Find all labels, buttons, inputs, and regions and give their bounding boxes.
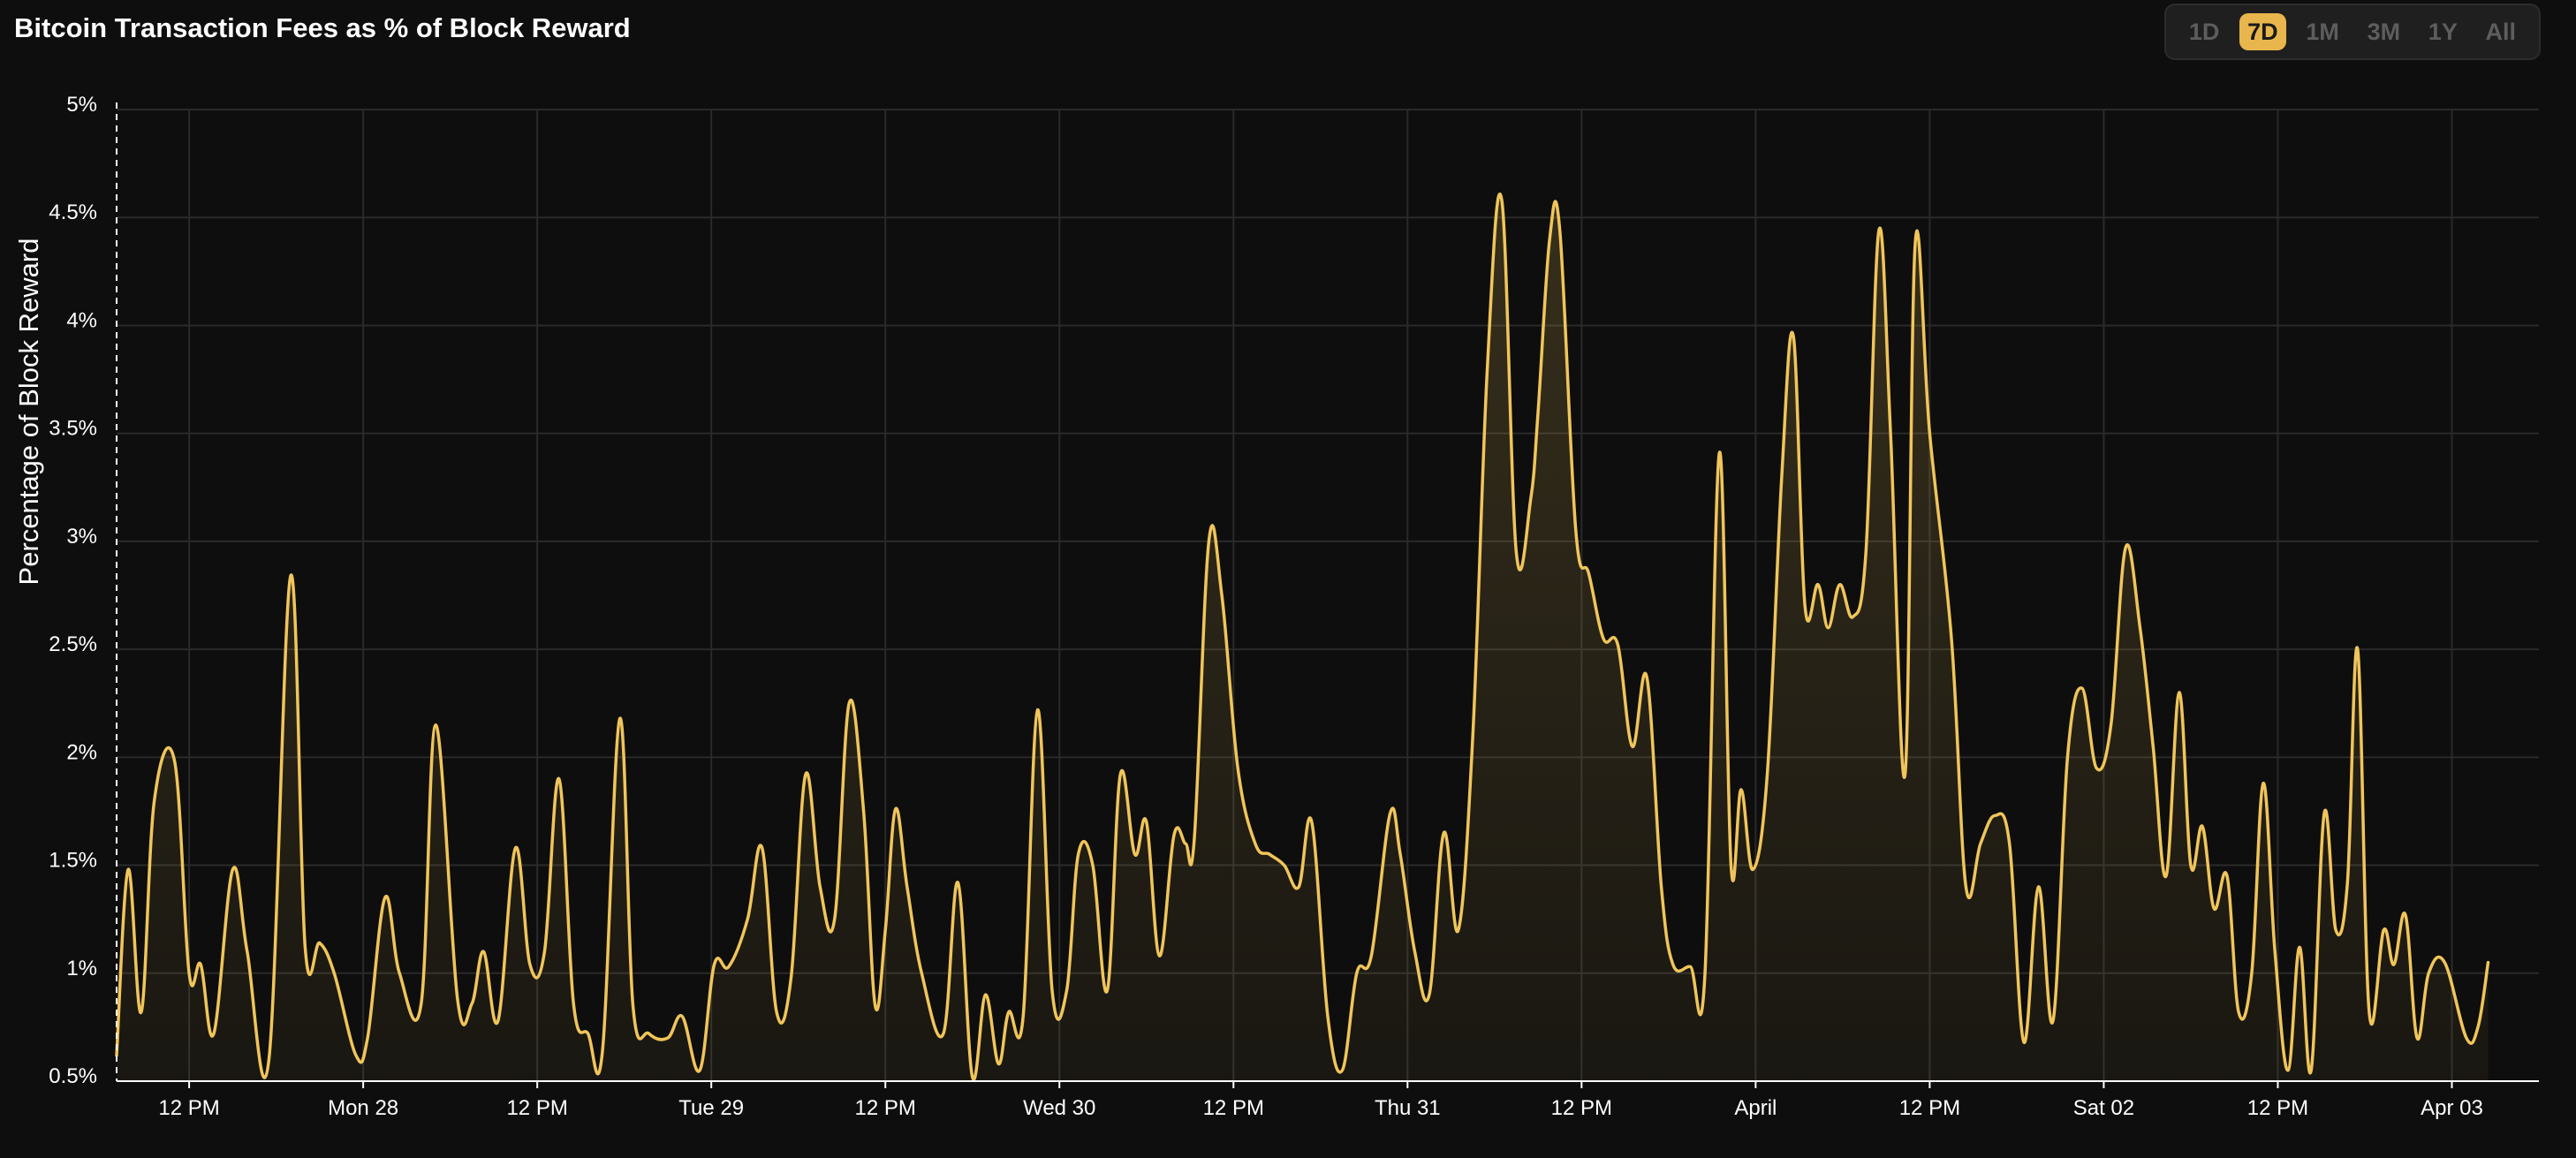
chart-title: Bitcoin Transaction Fees as % of Block R…	[14, 12, 631, 43]
x-tick-label: 12 PM	[158, 1096, 219, 1120]
range-button-1d[interactable]: 1D	[2188, 19, 2220, 45]
y-axis-label: Percentage of Block Reward	[13, 238, 44, 586]
x-tick-label: 12 PM	[1203, 1096, 1264, 1120]
x-tick-label: 12 PM	[855, 1096, 916, 1120]
x-tick-label: Mon 28	[328, 1096, 398, 1120]
time-range-selector: 1D 7D 1M 3M 1Y All	[2164, 4, 2541, 60]
y-tick-label: 3.5%	[49, 417, 97, 441]
x-tick-label: Thu 31	[1375, 1096, 1441, 1120]
series-line	[115, 192, 2490, 1081]
y-tick-label: 0.5%	[49, 1064, 97, 1088]
range-button-1m[interactable]: 1M	[2306, 19, 2339, 45]
y-tick-label: 2.5%	[49, 632, 97, 656]
x-tick-label: 12 PM	[506, 1096, 567, 1120]
y-tick-label: 5%	[66, 93, 97, 117]
x-tick-label: 12 PM	[2247, 1096, 2308, 1120]
x-tick-label: April	[1734, 1096, 1777, 1120]
x-axis-ticks: 12 PM Mon 28 12 PM Tue 29 12 PM Wed 30 12 PM Th…	[158, 1081, 2483, 1120]
x-tick-label: Apr 03	[2421, 1096, 2483, 1120]
series-area	[117, 193, 2489, 1081]
x-tick-label: Tue 29	[678, 1096, 744, 1120]
series-path[interactable]	[115, 192, 2490, 1081]
y-tick-label: 2%	[66, 740, 97, 764]
range-button-3m[interactable]: 3M	[2367, 19, 2401, 45]
x-tick-label: Wed 30	[1023, 1096, 1095, 1120]
axes	[116, 102, 2539, 1082]
y-axis-ticks: 0.5% 1% 1.5% 2% 2.5% 3% 3.5% 4% 4.5% 5%	[49, 93, 97, 1088]
y-tick-label: 1%	[66, 957, 97, 980]
area-fill	[117, 193, 2489, 1081]
x-tick-label: 12 PM	[1551, 1096, 1612, 1120]
y-tick-label: 4%	[66, 308, 97, 332]
y-tick-label: 1.5%	[49, 849, 97, 873]
range-button-7d[interactable]: 7D	[2239, 13, 2286, 50]
y-tick-label: 4.5%	[49, 201, 97, 224]
y-tick-label: 3%	[66, 525, 97, 549]
x-tick-label: 12 PM	[1899, 1096, 1960, 1120]
range-button-all[interactable]: All	[2485, 19, 2517, 45]
range-button-1y[interactable]: 1Y	[2428, 19, 2458, 45]
x-tick-label: Sat 02	[2073, 1096, 2134, 1120]
